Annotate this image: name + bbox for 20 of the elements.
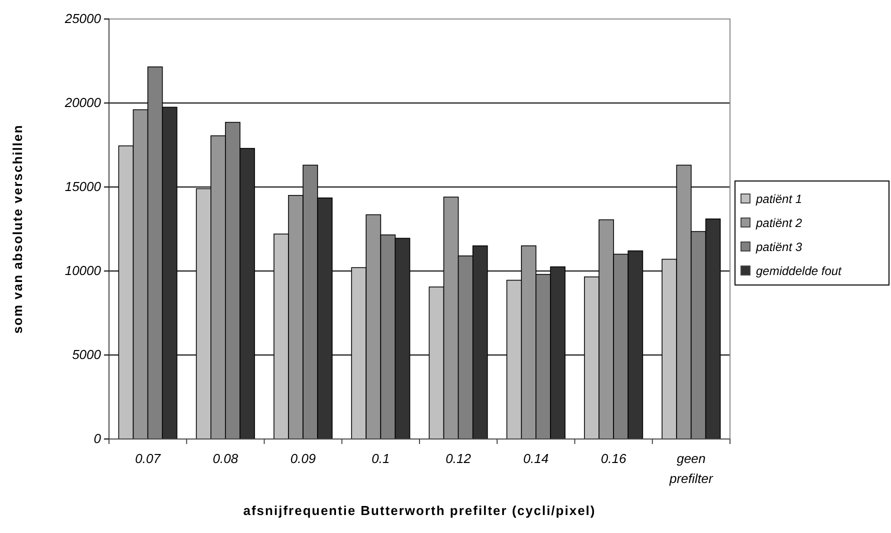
x-tick-label: 0.1 xyxy=(372,451,390,466)
y-tick-label: 15000 xyxy=(64,179,102,194)
legend-label: patiënt 3 xyxy=(755,240,802,254)
y-tick-label: 0 xyxy=(94,431,102,446)
y-axis-title: som van absolute verschillen xyxy=(10,124,25,334)
x-axis-title: afsnijfrequentie Butterworth prefilter (cycli/pixel) xyxy=(243,503,596,518)
y-tick-label: 5000 xyxy=(72,347,102,362)
legend-label: patiënt 1 xyxy=(755,192,802,206)
x-tick-label: 0.09 xyxy=(290,451,316,466)
x-tick-label: 0.07 xyxy=(135,451,162,466)
legend-label: patiënt 2 xyxy=(755,216,802,230)
y-tick-label: 25000 xyxy=(64,11,102,26)
x-tick-label: 0.14 xyxy=(523,451,549,466)
x-tick-label: 0.16 xyxy=(600,451,627,466)
y-tick-label: 10000 xyxy=(64,263,102,278)
y-tick-label: 20000 xyxy=(64,95,102,110)
x-tick-label: 0.08 xyxy=(212,451,239,466)
x-tick-label: 0.12 xyxy=(446,451,472,466)
x-tick-label: geen prefilter xyxy=(668,451,714,486)
legend-label: gemiddelde fout xyxy=(756,264,842,278)
